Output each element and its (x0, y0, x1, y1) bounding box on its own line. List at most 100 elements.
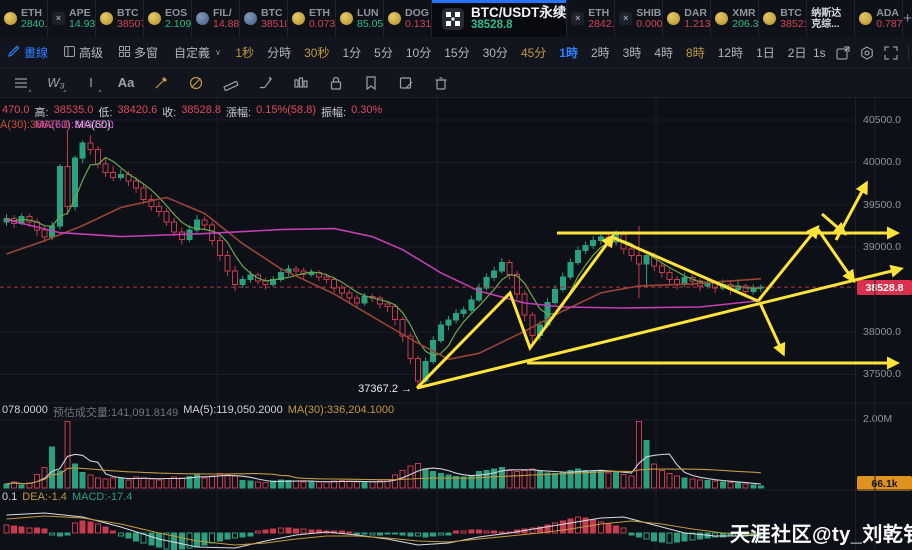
timeframe-1秒[interactable]: 1秒 (235, 46, 255, 60)
ticker-item-fil[interactable]: FIL/14.8808 (192, 0, 240, 37)
ma60-line (6, 218, 761, 309)
annotation-zigzag-up-1[interactable] (415, 233, 615, 390)
info-part: 0.30% (351, 104, 383, 116)
fullscreen-icon[interactable] (884, 46, 898, 60)
annotation-zigzag-down-1[interactable] (611, 235, 759, 303)
ticker-item-btc[interactable]: BTC38521.9 (759, 0, 808, 37)
ticker-item-btc[interactable]: BTC38507.6 (96, 0, 144, 37)
volume-axis-label: 2.00M (863, 413, 893, 425)
annotation-drop-arrow[interactable] (758, 302, 786, 357)
timeframe-8時[interactable]: 8時 (686, 46, 705, 60)
volume-ma30-line (6, 467, 761, 485)
ticker-item-lun[interactable]: LUN 85.05 (336, 0, 384, 37)
timeframe-2時[interactable]: 2時 (590, 46, 610, 60)
timeframe-3時[interactable]: 3時 (622, 46, 642, 60)
timeframe-4時[interactable]: 4時 (654, 46, 674, 60)
timeframe-1分[interactable]: 1分 (342, 46, 362, 60)
note-tool[interactable] (395, 72, 417, 94)
timeframe-1時[interactable]: 1時 (559, 46, 578, 60)
ticker-item-[interactable]: 纳斯达克综... (807, 0, 856, 37)
add-ticker-button[interactable]: + (903, 10, 912, 27)
timeframe-list: 1秒 分時 30秒 1分 5分 10分 15分 30分 45分 1時 2時 3時 4時 8時 12時 1日 2日 (229, 44, 813, 61)
ticker-price: 206.3 (732, 17, 759, 30)
timeframe-分時[interactable]: 分時 (267, 46, 292, 60)
screenshot-icon[interactable] (836, 46, 850, 60)
timeframe-2日[interactable]: 2日 (787, 46, 807, 60)
pencil-icon (8, 45, 20, 60)
bookmark-tool[interactable] (360, 72, 382, 94)
elliott-wave-tool[interactable]: W₃ (47, 75, 66, 92)
info-part: MA(5):119,050.2000 (183, 404, 283, 416)
ticker-symbol: ETH (309, 6, 330, 19)
toolbar-divider (907, 44, 909, 61)
timeframe-45分[interactable]: 45分 (520, 46, 547, 60)
ticker-price: 0.7877 (876, 17, 903, 30)
active-symbol-tab[interactable]: BTC/USDT永续 38528.8 (432, 0, 568, 37)
ticker-price: 0.1311 (405, 17, 431, 30)
ma-info: A(30):38627.0 MA(60): MA(60):38372.0 (0, 119, 114, 131)
brush-tool[interactable] (150, 72, 172, 94)
info-part: 高: (34, 107, 49, 119)
annotation-breakout-arrow[interactable] (834, 180, 868, 241)
target-icon[interactable] (860, 45, 874, 60)
multi-window-button[interactable]: 多窗 (111, 44, 166, 61)
annotation-pullback-arrow[interactable] (815, 227, 856, 284)
pattern-tool[interactable] (290, 72, 312, 94)
trend-line-tool[interactable] (10, 72, 32, 94)
info-part: 预估成交量:141,091.8149 (52, 407, 179, 419)
delete-tool[interactable] (430, 72, 452, 94)
ticker-item-eos[interactable]: EOS 2.109 (144, 0, 192, 37)
ticker-symbol: EOS (165, 6, 188, 19)
ticker-price: 2840.92 (21, 17, 48, 30)
ticker-price: 2.109 (165, 17, 192, 30)
multi-window-label: 多窗 (134, 46, 159, 60)
axis-tick-39000: 39000.0 (863, 241, 901, 254)
ticker-symbol: ETH (588, 6, 610, 19)
price-axis[interactable]: 38528.8 2.00M 66.1k 40500.0 40000.0 39500.… (855, 98, 912, 550)
dropdown-corner (63, 88, 66, 92)
ticker-item-xmr[interactable]: XMR 206.3 (711, 0, 760, 37)
info-part: 078.0000 (2, 404, 48, 416)
text-tool[interactable]: Aa (117, 75, 135, 90)
dropdown-corner (28, 88, 31, 92)
timeframe-10分[interactable]: 10分 (405, 46, 432, 60)
lock-tool[interactable] (325, 72, 347, 94)
freehand-tool[interactable] (255, 72, 277, 94)
axis-tick-37500: 37500.0 (863, 368, 901, 381)
timeframe-30分[interactable]: 30分 (482, 46, 508, 60)
custom-interval-dropdown[interactable]: 自定義 ∨ (166, 44, 229, 61)
timeframe-12時[interactable]: 12時 (717, 46, 744, 60)
draw-line-button[interactable]: 畫線 (0, 44, 56, 61)
info-part: 低: (98, 107, 113, 119)
ticker-item-btc[interactable]: BTC38510.9 (240, 0, 288, 37)
info-part: 漲幅: (226, 107, 252, 119)
ruler-tool[interactable] (220, 72, 242, 94)
active-symbol-price: 38528.8 (471, 18, 513, 31)
timeframe-30秒[interactable]: 30秒 (304, 46, 330, 60)
ticker-price: 2842.43 (588, 17, 615, 30)
chart-area[interactable]: 37367.2 → 470.0 高: 38535.0 低: 38420.6 收: 38528… (0, 98, 912, 550)
timeframe-5分[interactable]: 5分 (374, 46, 393, 60)
info-part: A(30):38627.0 (0, 119, 70, 131)
coin-icon (667, 12, 681, 25)
timeframe-15分[interactable]: 15分 (444, 46, 470, 60)
annotation-zigzag-up-2[interactable] (756, 224, 820, 302)
chart-canvas[interactable]: 37367.2 → (0, 98, 912, 550)
info-part: MA(30):336,204.1000 (287, 404, 395, 416)
symbol-logo-icon (442, 7, 464, 30)
timeframe-1日[interactable]: 1日 (756, 46, 775, 60)
volume-bars (3, 421, 764, 489)
magnet-tool[interactable] (185, 72, 207, 94)
coin-icon (100, 12, 113, 25)
advanced-button[interactable]: 高级 (56, 44, 111, 61)
annotation-support-line[interactable] (416, 264, 904, 390)
cursor-tool[interactable]: I (80, 72, 102, 94)
